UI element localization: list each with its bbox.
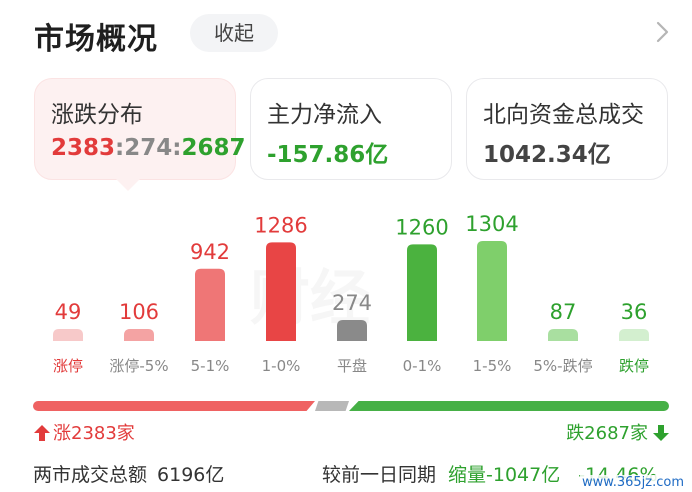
category-label-4: 平盘 bbox=[337, 357, 367, 375]
main-flow-card[interactable]: 主力净流入 -157.86亿 bbox=[250, 78, 452, 180]
sep-1: : bbox=[115, 135, 125, 161]
page-title: 市场概况 bbox=[34, 22, 158, 57]
breadth-fall-segment bbox=[349, 401, 669, 411]
category-label-5: 0-1% bbox=[403, 357, 442, 375]
up-count: 2383 bbox=[51, 135, 116, 161]
bar-value-label-5: 1260 bbox=[395, 215, 448, 239]
northbound-value: 1042.34亿 bbox=[483, 142, 611, 168]
bar-2 bbox=[195, 268, 225, 341]
bar-4 bbox=[337, 319, 367, 341]
category-label-6: 1-5% bbox=[473, 357, 512, 375]
bar-value-label-7: 87 bbox=[550, 300, 577, 324]
volume-summary: 两市成交总额 6196亿 bbox=[33, 460, 224, 487]
active-card-pointer bbox=[116, 179, 140, 191]
breadth-rise-segment bbox=[33, 401, 315, 411]
category-label-8: 跌停 bbox=[619, 357, 649, 375]
flat-count: 274 bbox=[124, 135, 173, 161]
category-label-2: 5-1% bbox=[191, 357, 230, 375]
category-label-3: 1-0% bbox=[262, 357, 301, 375]
bar-value-label-6: 1304 bbox=[465, 212, 518, 236]
bar-value-label-1: 106 bbox=[119, 300, 159, 324]
sep-2: : bbox=[172, 135, 182, 161]
category-label-1: 涨停-5% bbox=[109, 357, 168, 375]
bar-7 bbox=[548, 329, 578, 341]
bar-1 bbox=[124, 329, 154, 341]
rise-summary: 涨2383家 bbox=[33, 419, 135, 445]
shrink-value: 缩量-1047亿 bbox=[448, 464, 561, 486]
northbound-label: 北向资金总成交 bbox=[483, 102, 644, 128]
bar-value-label-8: 36 bbox=[621, 300, 648, 324]
arrow-down-icon bbox=[653, 425, 669, 441]
updown-card[interactable]: 涨跌分布 2383:274:2687 bbox=[34, 78, 245, 180]
main-flow-value: -157.86亿 bbox=[267, 142, 389, 168]
header: 市场概况 收起 bbox=[0, 0, 692, 70]
bar-value-label-3: 1286 bbox=[254, 213, 307, 237]
northbound-card[interactable]: 北向资金总成交 1042.34亿 bbox=[466, 78, 668, 180]
main-flow-label: 主力净流入 bbox=[267, 102, 382, 128]
breadth-bar bbox=[33, 401, 669, 411]
bar-0 bbox=[53, 329, 83, 341]
bar-value-label-2: 942 bbox=[190, 240, 230, 264]
bar-5 bbox=[407, 244, 437, 341]
category-label-7: 5%-跌停 bbox=[533, 357, 592, 375]
bar-8 bbox=[619, 329, 649, 341]
arrow-up-icon bbox=[34, 425, 50, 441]
bar-3 bbox=[266, 242, 296, 341]
fall-summary: 跌2687家 bbox=[566, 419, 670, 445]
site-watermark: www.365jz.com bbox=[580, 475, 686, 490]
updown-card-label: 涨跌分布 bbox=[51, 102, 143, 128]
fall-label: 跌2687家 bbox=[566, 423, 648, 444]
compare-label: 较前一日同期 bbox=[322, 464, 437, 486]
breadth-flat-segment bbox=[315, 401, 349, 411]
volume-value: 6196亿 bbox=[157, 464, 225, 486]
down-count: 2687 bbox=[181, 135, 246, 161]
distribution-bar-chart: 49 涨停 106 涨停-5% 942 5-1% 1286 1-0% 274 平盘 1260 0-1%… bbox=[53, 212, 649, 375]
bar-6 bbox=[477, 241, 507, 341]
volume-label: 两市成交总额 bbox=[33, 464, 148, 486]
chevron-right-icon[interactable] bbox=[652, 20, 674, 44]
updown-card-value: 2383:274:2687 bbox=[51, 135, 245, 161]
collapse-button[interactable]: 收起 bbox=[190, 14, 278, 52]
category-label-0: 涨停 bbox=[53, 357, 83, 375]
bar-value-label-0: 49 bbox=[55, 300, 82, 324]
bar-value-label-4: 274 bbox=[332, 291, 372, 315]
rise-label: 涨2383家 bbox=[53, 423, 135, 444]
